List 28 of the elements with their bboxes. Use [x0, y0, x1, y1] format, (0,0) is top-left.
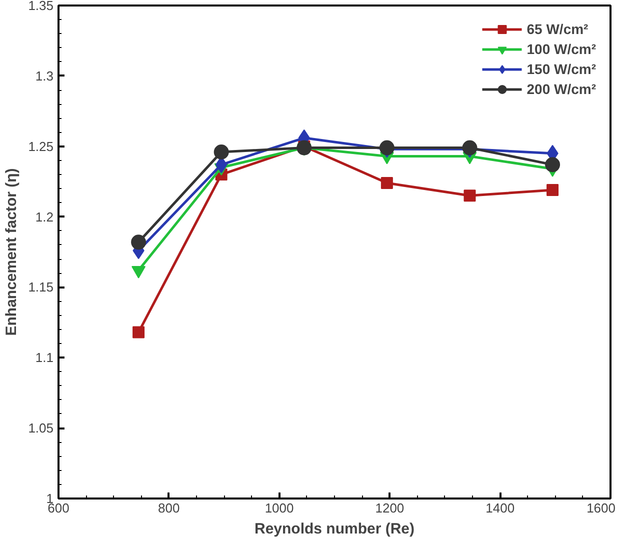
point [380, 176, 393, 189]
x-tick-label: 1000 [264, 500, 294, 516]
point [545, 157, 560, 172]
y-tick-label: 1.1 [35, 350, 54, 366]
x-tick-label: 1200 [375, 500, 404, 516]
legend-label: 65 W/cm² [526, 21, 588, 37]
x-axis-title: Reynolds number (Re) [254, 520, 415, 538]
x-tick-label: 1400 [486, 500, 515, 516]
x-tick-label: 800 [158, 500, 180, 516]
point [546, 184, 559, 196]
y-tick-label: 1.15 [28, 280, 54, 295]
y-tick-label: 1.25 [28, 138, 54, 154]
point [132, 326, 145, 338]
point [131, 234, 146, 250]
point [379, 140, 394, 156]
point [214, 144, 229, 160]
y-axis-title: Enhancement factor (η) [3, 168, 20, 336]
y-tick-label: 1.2 [35, 209, 54, 224]
y-tick-label: 1.35 [28, 0, 54, 13]
point [462, 140, 478, 156]
legend-label: 200 W/cm² [526, 81, 596, 97]
legend-label: 150 W/cm² [526, 61, 596, 77]
point [296, 140, 312, 156]
legend-label: 100 W/cm² [526, 41, 596, 57]
y-tick-label: 1.05 [28, 420, 54, 436]
x-tick-label: 1600 [586, 500, 616, 516]
point [464, 190, 476, 202]
y-tick-label: 1.3 [35, 68, 54, 84]
